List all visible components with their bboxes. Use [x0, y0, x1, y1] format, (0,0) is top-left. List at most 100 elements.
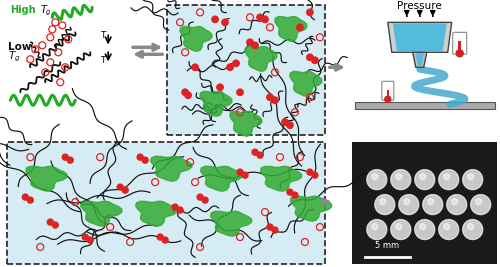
Circle shape [292, 192, 298, 198]
Circle shape [287, 189, 293, 195]
Circle shape [306, 9, 313, 15]
Circle shape [456, 50, 463, 57]
Circle shape [399, 195, 419, 215]
Polygon shape [388, 22, 452, 52]
Circle shape [227, 64, 233, 70]
Circle shape [233, 60, 239, 66]
Circle shape [272, 97, 278, 103]
Circle shape [197, 194, 203, 200]
Circle shape [192, 64, 198, 70]
Circle shape [117, 184, 123, 190]
Circle shape [82, 234, 88, 240]
Circle shape [385, 96, 391, 102]
Polygon shape [200, 166, 241, 191]
Circle shape [391, 170, 411, 190]
Polygon shape [352, 142, 496, 264]
Circle shape [177, 207, 183, 213]
Circle shape [212, 16, 218, 22]
Circle shape [267, 94, 273, 100]
Polygon shape [245, 46, 277, 71]
Circle shape [242, 172, 248, 178]
Circle shape [380, 199, 386, 205]
Text: $T_g$: $T_g$ [8, 50, 21, 65]
Polygon shape [180, 26, 212, 52]
FancyBboxPatch shape [167, 5, 325, 135]
Circle shape [52, 222, 59, 228]
Polygon shape [230, 111, 262, 136]
Text: $T_g$: $T_g$ [40, 3, 52, 18]
Circle shape [312, 172, 318, 178]
FancyBboxPatch shape [382, 81, 394, 100]
Circle shape [428, 199, 434, 205]
Circle shape [446, 195, 466, 215]
Circle shape [452, 199, 458, 205]
Circle shape [142, 157, 148, 163]
Circle shape [415, 170, 434, 190]
Circle shape [247, 39, 253, 45]
Circle shape [68, 157, 73, 163]
Polygon shape [275, 17, 307, 41]
Circle shape [222, 19, 228, 26]
Circle shape [162, 237, 168, 243]
Circle shape [462, 219, 482, 239]
Circle shape [202, 197, 208, 203]
Circle shape [396, 223, 402, 230]
Circle shape [372, 223, 378, 230]
Polygon shape [260, 166, 302, 191]
Circle shape [182, 89, 188, 95]
Text: T: T [100, 31, 105, 40]
Circle shape [237, 169, 243, 175]
Circle shape [462, 170, 482, 190]
Polygon shape [355, 102, 494, 109]
Circle shape [257, 152, 263, 158]
Circle shape [438, 170, 458, 190]
Circle shape [468, 223, 473, 230]
Polygon shape [393, 23, 446, 51]
Circle shape [272, 227, 278, 233]
FancyBboxPatch shape [458, 41, 461, 51]
Text: Low: Low [8, 42, 32, 52]
FancyBboxPatch shape [452, 32, 466, 54]
Circle shape [122, 187, 128, 193]
Circle shape [262, 16, 268, 22]
Circle shape [252, 149, 258, 155]
Polygon shape [136, 201, 177, 226]
Circle shape [404, 199, 410, 205]
Polygon shape [200, 91, 232, 116]
Circle shape [22, 194, 28, 200]
Circle shape [237, 89, 243, 95]
Circle shape [375, 195, 395, 215]
Circle shape [157, 234, 163, 240]
Circle shape [391, 219, 411, 239]
Circle shape [267, 224, 273, 230]
Circle shape [423, 195, 442, 215]
Circle shape [252, 42, 258, 49]
Circle shape [307, 169, 313, 175]
Circle shape [415, 219, 434, 239]
Circle shape [396, 174, 402, 180]
Polygon shape [210, 211, 252, 236]
Circle shape [367, 219, 387, 239]
Circle shape [172, 204, 178, 210]
Circle shape [372, 174, 378, 180]
Circle shape [470, 195, 490, 215]
Circle shape [257, 14, 263, 21]
Circle shape [312, 57, 318, 64]
Circle shape [62, 154, 68, 160]
Circle shape [28, 197, 34, 203]
Polygon shape [416, 53, 424, 66]
Circle shape [444, 223, 450, 230]
FancyBboxPatch shape [8, 142, 325, 264]
Polygon shape [150, 156, 192, 181]
Circle shape [87, 237, 93, 243]
Circle shape [420, 223, 426, 230]
Polygon shape [413, 52, 426, 67]
Circle shape [468, 174, 473, 180]
Circle shape [438, 219, 458, 239]
Circle shape [137, 154, 143, 160]
Text: High: High [10, 5, 36, 15]
Text: 5 mm: 5 mm [374, 241, 399, 250]
Circle shape [444, 174, 450, 180]
Text: T: T [100, 56, 105, 65]
Circle shape [286, 122, 293, 128]
